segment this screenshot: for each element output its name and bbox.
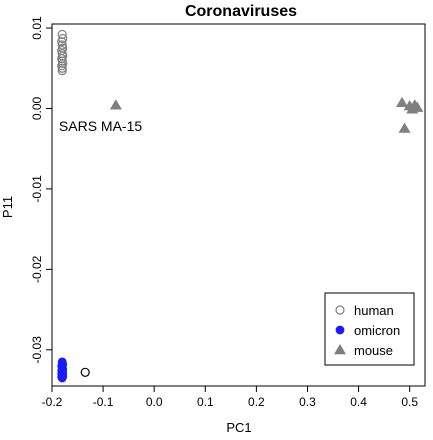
mouse-point [398, 122, 411, 133]
y-tick-label: -0.02 [30, 255, 44, 283]
x-axis-label: PC1 [226, 420, 251, 435]
x-tick-label: 0.1 [197, 395, 214, 409]
x-tick-label: 0.3 [299, 395, 316, 409]
annotations: SARS MA-15 [59, 118, 142, 134]
human-point [57, 63, 67, 73]
y-axis: -0.03 -0.02 -0.01 0.00 0.01 [30, 16, 52, 363]
legend-marker-mouse [334, 344, 346, 355]
mouse-point [411, 101, 424, 112]
y-tick-label: -0.03 [30, 336, 44, 364]
mouse-point [109, 99, 122, 110]
outlier-point [80, 367, 90, 377]
y-axis-label: P11 [0, 196, 15, 218]
human-point [57, 37, 67, 47]
x-tick-label: 0.2 [248, 395, 265, 409]
plot-frame [51, 23, 426, 387]
y-tick-label: 0.01 [30, 16, 44, 40]
y-tick-label: -0.01 [30, 175, 44, 203]
human-point [57, 66, 67, 76]
legend-marker-human [335, 305, 345, 315]
annotation-label: SARS MA-15 [59, 118, 142, 134]
chart-title: Coronaviruses [185, 3, 297, 20]
y-tick-label: 0.00 [30, 96, 44, 120]
legend: human omicron mouse [324, 292, 415, 366]
mouse-point [396, 96, 409, 108]
legend-label-mouse: mouse [354, 343, 393, 358]
x-tick-label: -0.1 [93, 395, 114, 409]
data-points [57, 29, 424, 383]
legend-label-human: human [354, 303, 394, 318]
legend-marker-omicron [335, 325, 345, 335]
legend-label-omicron: omicron [354, 323, 400, 338]
x-axis: -0.2 -0.1 0.0 0.1 0.2 0.3 0.4 0.5 [42, 386, 418, 409]
x-tick-label: -0.2 [42, 395, 63, 409]
human-point [57, 29, 67, 40]
x-tick-label: 0.0 [146, 395, 163, 409]
human-point [57, 40, 67, 50]
x-tick-label: 0.5 [401, 395, 418, 409]
omicron-point [57, 373, 67, 383]
x-tick-label: 0.4 [350, 395, 367, 409]
